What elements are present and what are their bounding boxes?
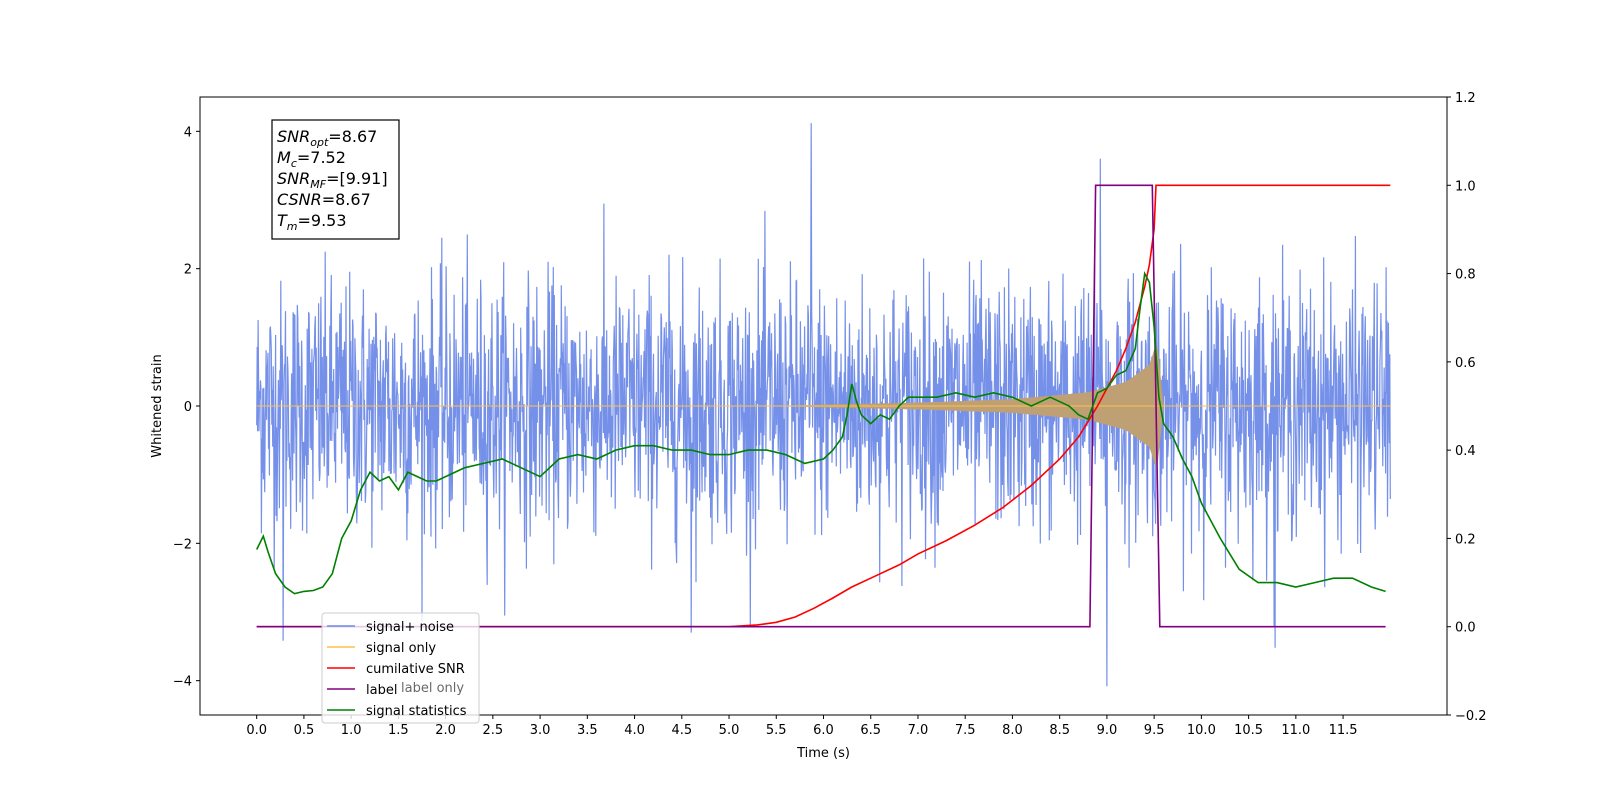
legend-frame bbox=[321, 612, 480, 724]
x-tick-label: 3.5 bbox=[577, 723, 598, 738]
stats-box-frame bbox=[271, 119, 400, 240]
y2-tick-label: 1.0 bbox=[1455, 179, 1476, 194]
series-signal-statistics bbox=[255, 271, 1386, 595]
x-tick-label: 7.0 bbox=[908, 723, 929, 738]
legend-item-label: label bbox=[366, 683, 397, 698]
y-tick-label: 2 bbox=[184, 263, 192, 278]
x-tick-label: 4.0 bbox=[624, 723, 645, 738]
y2-tick-label: 1.2 bbox=[1455, 91, 1476, 106]
x-tick-label: 2.5 bbox=[483, 723, 504, 738]
stat-snr-opt: SNRopt=8.67 bbox=[277, 127, 377, 149]
y2-tick-label: 0.4 bbox=[1455, 444, 1476, 459]
x-tick-label: 1.0 bbox=[341, 723, 362, 738]
y-tick-label: −2 bbox=[173, 537, 192, 552]
x-tick-label: 7.5 bbox=[955, 723, 976, 738]
x-tick-label: 11.5 bbox=[1329, 723, 1358, 738]
y-tick-label: −4 bbox=[173, 675, 192, 690]
x-tick-label: 1.5 bbox=[388, 723, 409, 738]
legend-item-label: signal only bbox=[366, 641, 436, 656]
x-tick-label: 9.5 bbox=[1144, 723, 1165, 738]
y-tick-label: 4 bbox=[184, 125, 192, 140]
stat-snr-mf: SNRMF=[9.91] bbox=[277, 169, 388, 191]
x-tick-label: 5.0 bbox=[719, 723, 740, 738]
noise-series-layer bbox=[256, 123, 1391, 687]
legend-item-label: signal+ noise bbox=[366, 620, 454, 635]
series-label bbox=[256, 184, 1386, 628]
x-tick-label: 10.0 bbox=[1187, 723, 1216, 738]
legend: label only signal+ noise signal only cumila… bbox=[321, 612, 480, 724]
y-axis-label: Whitened strain bbox=[150, 354, 165, 457]
axes-layer: 0.0 0.5 1.0 1.5 2.0 2.5 3.0 3.5 4.0 4.5 5.0 5.5 6.0 6… bbox=[150, 91, 1487, 761]
x-tick-label: 8.0 bbox=[1002, 723, 1023, 738]
x-tick-label: 6.0 bbox=[813, 723, 834, 738]
y2-tick-label: 0.6 bbox=[1455, 356, 1476, 371]
stat-mc: Mc=7.52 bbox=[277, 148, 346, 170]
x-tick-label: 2.0 bbox=[435, 723, 456, 738]
y2-tick-label: 0.0 bbox=[1455, 621, 1476, 636]
x-tick-label: 8.5 bbox=[1049, 723, 1070, 738]
x-tick-label: 11.0 bbox=[1281, 723, 1310, 738]
y2-tick-label: −0.2 bbox=[1455, 709, 1487, 724]
legend-hidden-label: label only bbox=[401, 681, 464, 696]
y2-tick-label: 0.2 bbox=[1455, 532, 1476, 547]
legend-item-label: cumilative SNR bbox=[366, 662, 465, 677]
stat-csnr: CSNR=8.67 bbox=[277, 190, 371, 209]
x-tick-label: 3.0 bbox=[530, 723, 551, 738]
stat-tm: Tm=9.53 bbox=[277, 211, 347, 233]
series-signal-plus-noise bbox=[256, 123, 1391, 687]
right-axis-series-layer bbox=[255, 184, 1391, 628]
legend-item-label: signal statistics bbox=[366, 704, 467, 719]
x-tick-label: 6.5 bbox=[860, 723, 881, 738]
x-tick-label: 5.5 bbox=[766, 723, 787, 738]
signal-only-layer bbox=[256, 346, 1391, 466]
y-tick-label: 0 bbox=[184, 400, 192, 415]
x-tick-label: 10.5 bbox=[1234, 723, 1263, 738]
y2-tick-label: 0.8 bbox=[1455, 268, 1476, 283]
x-tick-label: 0.0 bbox=[246, 723, 267, 738]
x-tick-label: 0.5 bbox=[294, 723, 315, 738]
x-tick-label: 9.0 bbox=[1097, 723, 1118, 738]
x-tick-label: 4.5 bbox=[671, 723, 692, 738]
x-axis-label: Time (s) bbox=[796, 746, 850, 761]
